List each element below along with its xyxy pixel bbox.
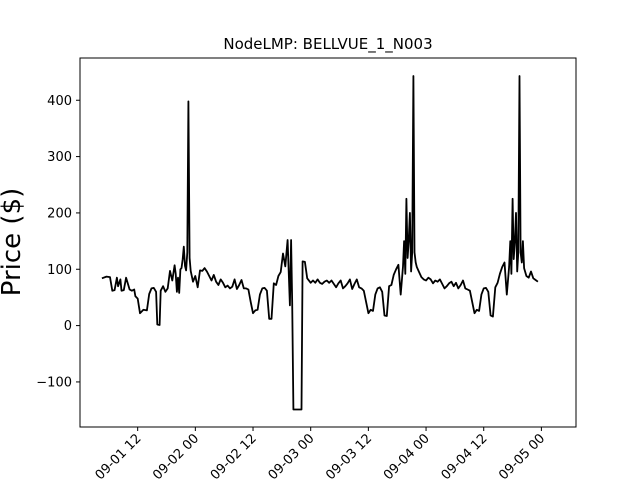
y-tick-label: 200 — [47, 206, 72, 221]
y-tick-label: 300 — [47, 150, 72, 165]
y-tick-label: 0 — [64, 319, 72, 334]
plot-frame — [79, 57, 577, 428]
y-tick-label: −100 — [36, 375, 72, 390]
y-axis-label: Price ($) — [0, 188, 27, 297]
y-axis: −100 0 100 200 300 400 — [36, 94, 80, 390]
price-series-line — [101, 75, 539, 411]
y-tick-label: 400 — [47, 94, 72, 109]
plot-area — [101, 75, 539, 411]
chart-title: NodeLMP: BELLVUE_1_N003 — [223, 35, 432, 54]
y-tick-label: 100 — [47, 263, 72, 278]
